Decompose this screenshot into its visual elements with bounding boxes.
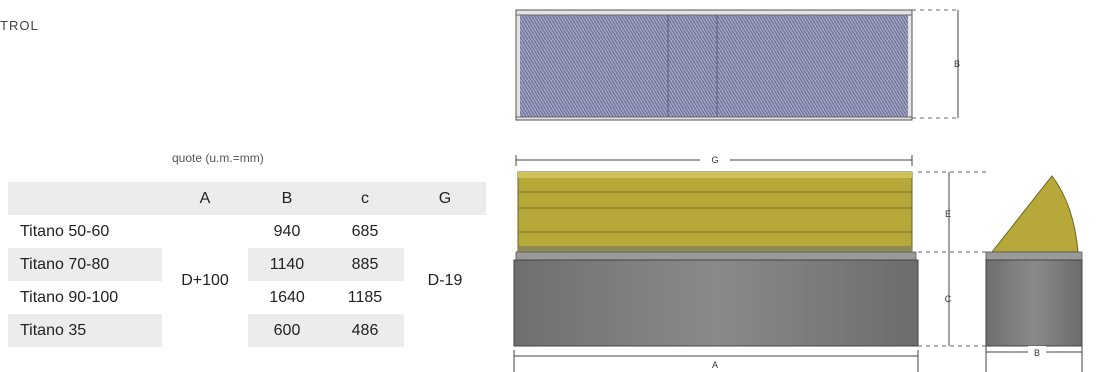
merged-a-value: D+100 [181, 272, 229, 289]
row-b-value: 1640 [269, 288, 305, 306]
header-c: c [326, 182, 404, 215]
dim-label-top-b: B [954, 59, 960, 69]
header-g: G [404, 182, 486, 215]
dimensions-table: A B c G Titano 50-60 D+100 940 685 D-19 … [8, 182, 486, 347]
row-c-value: 486 [326, 314, 404, 347]
table-row: Titano 70-80 1140 885 [8, 248, 486, 281]
table-row: Titano 90-100 1640 1185 [8, 281, 486, 314]
dim-label-c: C [945, 294, 952, 304]
row-model: Titano 35 [8, 314, 162, 347]
table-title: quote (u.m.=mm) [172, 151, 264, 165]
row-b-value: 600 [248, 314, 326, 347]
dim-label-e: E [945, 209, 951, 219]
dim-label-a: A [712, 360, 718, 370]
table-header-row: A B c G [8, 182, 486, 215]
dim-label-side-b: B [1034, 348, 1040, 358]
row-c-value: 885 [326, 248, 404, 281]
row-b-value: 940 [273, 222, 301, 240]
header-a: A [162, 182, 248, 215]
base-block [513, 259, 919, 347]
cover-panel [517, 171, 913, 253]
row-model: Titano 50-60 [20, 222, 110, 240]
merged-g-value: D-19 [427, 272, 463, 289]
dim-label-g: G [711, 155, 718, 165]
row-c-value: 1185 [347, 288, 383, 306]
table-row: Titano 50-60 D+100 940 685 D-19 [8, 215, 486, 290]
table-row: Titano 35 600 486 [8, 314, 486, 347]
row-c-value: 685 [351, 222, 379, 240]
row-model: Titano 70-80 [8, 248, 162, 281]
row-b-value: 1140 [248, 248, 326, 281]
header-model [8, 182, 162, 215]
top-view: B [515, 9, 960, 121]
side-base [985, 259, 1083, 347]
section-heading-fragment: TROL [0, 18, 39, 33]
header-b: B [248, 182, 326, 215]
top-view-mesh [520, 15, 908, 117]
front-view: G E C A [513, 154, 990, 372]
side-view: B [985, 175, 1083, 372]
side-cover [990, 175, 1079, 253]
row-model: Titano 90-100 [20, 288, 119, 306]
